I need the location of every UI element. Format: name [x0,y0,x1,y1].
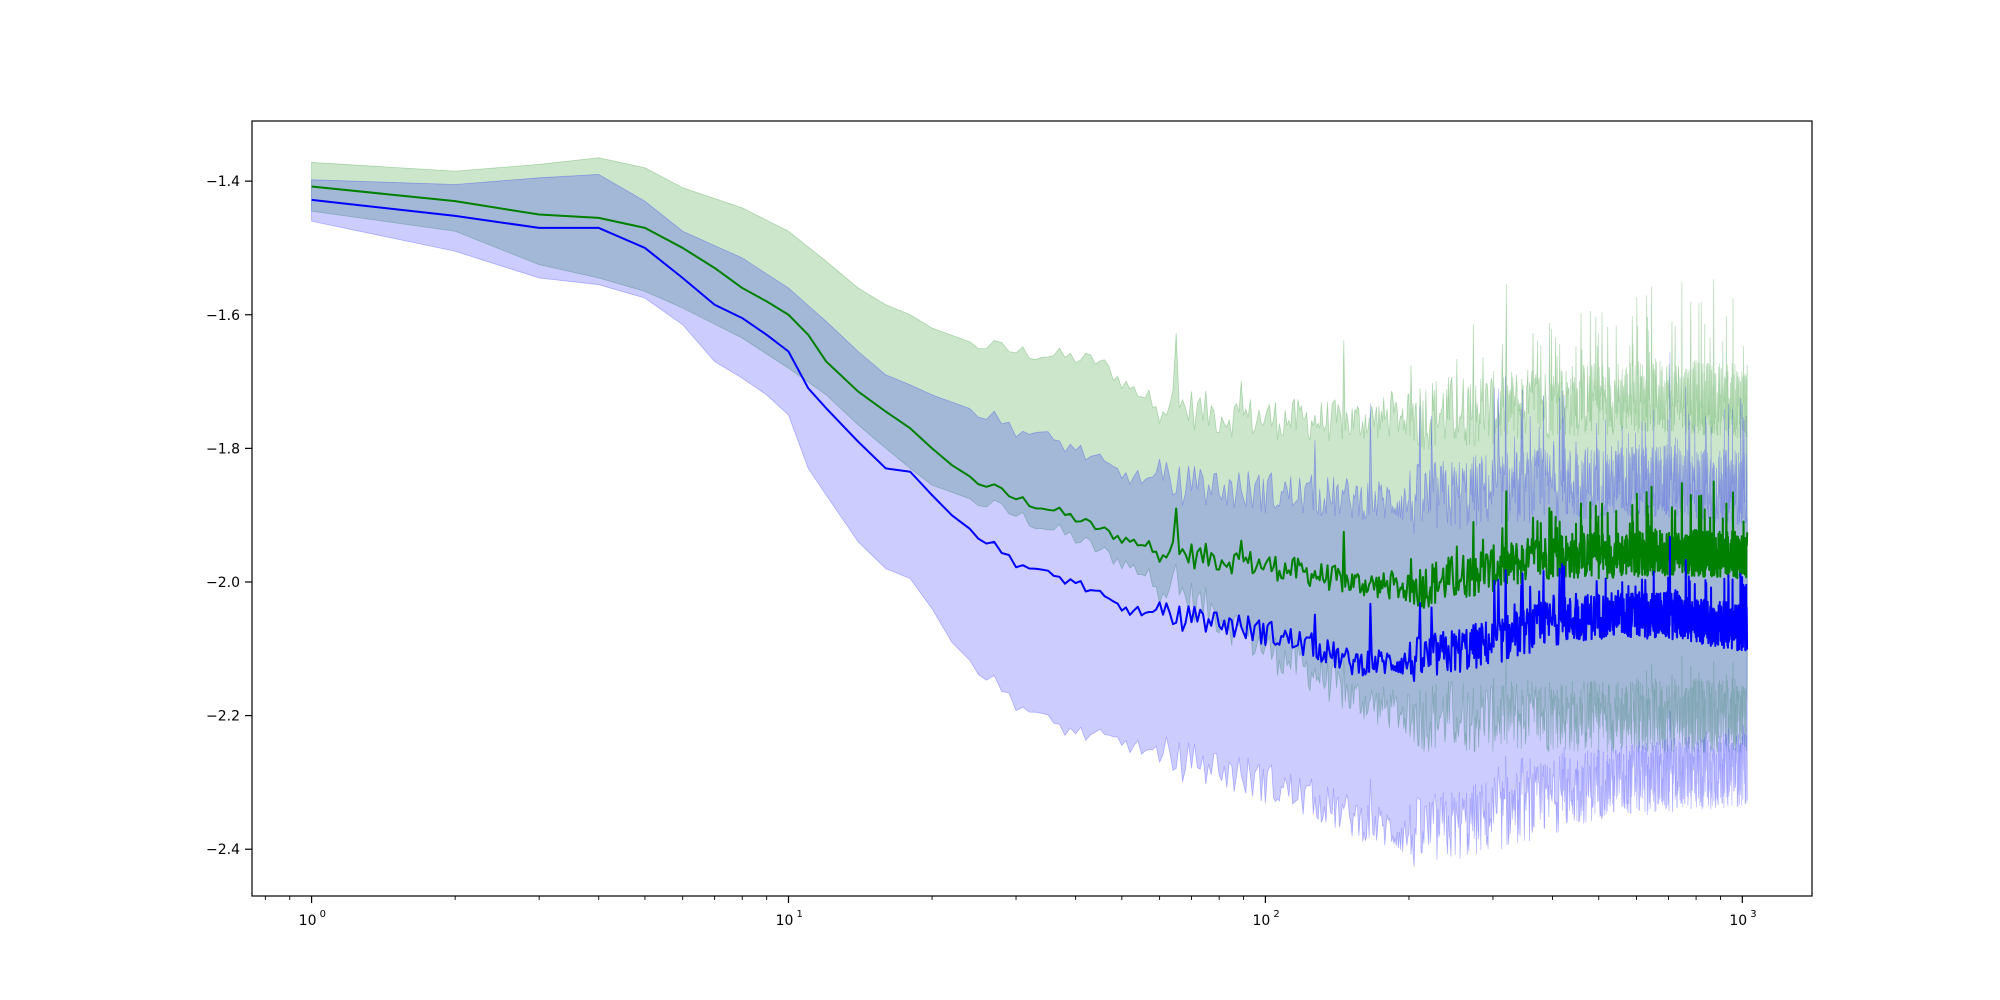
y-tick-label: −1.4 [206,174,240,190]
plot-frame [251,120,1813,897]
y-tick-label: −1.6 [206,308,240,324]
y-tick-label: −2.4 [206,842,240,858]
series-1-band [311,157,1748,753]
series-2-band [311,174,1748,867]
x-tick-exponent: 2 [1273,909,1279,920]
x-tick-label: 10 [299,913,317,929]
x-tick-exponent: 0 [320,909,326,920]
x-tick-label: 10 [1729,913,1747,929]
x-tick-label: 10 [776,913,794,929]
y-tick-label: −2.2 [206,709,240,725]
y-tick-label: −1.8 [206,441,240,457]
confidence-bands [311,157,1748,867]
series-1-line [311,185,1749,609]
series-2-line [311,198,1749,683]
y-axis: −1.4 −1.6 −1.8 −2.0 −2.2 −2.4 [206,174,252,858]
x-tick-exponent: 1 [796,909,802,920]
y-tick-label: −2.0 [206,575,240,591]
x-tick-label: 10 [1252,913,1270,929]
x-tick-exponent: 3 [1750,909,1756,920]
series-lines [311,185,1749,683]
x-axis: 10 0 10 1 10 2 10 3 [264,896,1757,929]
